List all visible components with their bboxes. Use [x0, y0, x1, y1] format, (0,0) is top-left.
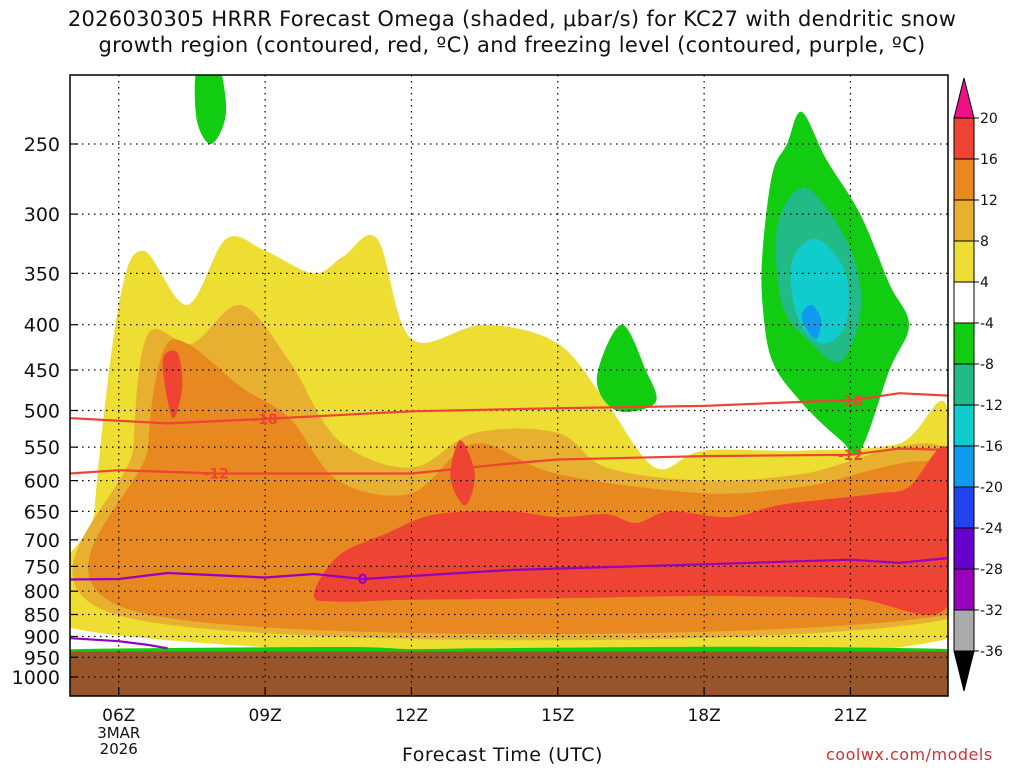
- colorbar-label: 20: [980, 111, 998, 127]
- colorbar-box: [953, 568, 975, 611]
- y-tick-label: 250: [24, 134, 60, 156]
- colorbar-label: -28: [980, 562, 1003, 578]
- y-tick-label: 650: [24, 501, 60, 523]
- chart-title-line-1: 2026030305 HRRR Forecast Omega (shaded, …: [67, 7, 957, 31]
- dgz-minus12-line: [70, 447, 948, 475]
- y-tick-label: 550: [24, 437, 60, 459]
- omega-neg-16: [801, 304, 822, 340]
- dgz-minus12-label: -12: [204, 466, 229, 482]
- colorbar-label: -24: [980, 521, 1003, 537]
- omega-pos-4-top-a: [650, 198, 707, 300]
- y-tick-label: 300: [24, 204, 60, 226]
- colorbar-box: [953, 199, 975, 242]
- x-tick-label: 21Z: [834, 706, 867, 726]
- dgz-minus12-label: -12: [838, 448, 863, 464]
- colorbar-arrow-top: [953, 77, 975, 119]
- chart-title: 2026030305 HRRR Forecast Omega (shaded, …: [0, 6, 1024, 58]
- y-axis: 2503003504004505005506006507007508008509…: [12, 134, 78, 689]
- x-tick-label: 09Z: [248, 706, 281, 726]
- y-tick-label: 400: [24, 315, 60, 337]
- omega-pos-20-b: [450, 440, 475, 506]
- y-tick-label: 900: [24, 626, 60, 648]
- colorbar-box: [953, 240, 975, 283]
- colorbar-label: -36: [980, 644, 1003, 660]
- x-tick-label: 18Z: [687, 706, 720, 726]
- y-tick-label: 750: [24, 556, 60, 578]
- ground-fill: [70, 651, 948, 696]
- colorbar-label: -4: [980, 316, 994, 332]
- y-tick-label: 700: [24, 530, 60, 552]
- colorbar-label: 16: [980, 152, 998, 168]
- omega-pos-4-top-b: [840, 75, 944, 195]
- colorbar-box: [953, 158, 975, 201]
- colorbar-label: 8: [980, 234, 989, 250]
- y-tick-label: 1000: [12, 667, 60, 689]
- colorbar-box: [953, 363, 975, 406]
- y-tick-label: 350: [24, 263, 60, 285]
- colorbar-box: [953, 527, 975, 570]
- dgz-minus18-label: -18: [838, 393, 863, 409]
- omega-pos-20-c: [162, 350, 183, 419]
- x-tick-label: 15Z: [541, 706, 574, 726]
- x-axis-title: Forecast Time (UTC): [402, 744, 603, 766]
- y-tick-label: 850: [24, 605, 60, 627]
- colorbar-label: -12: [980, 398, 1003, 414]
- colorbar: -36 -32 -28 -24 -20 -16 -12 -8 -4 4 8 12 16 20: [953, 77, 1003, 692]
- colorbar-label: 12: [980, 193, 998, 209]
- colorbar-box: [953, 322, 975, 365]
- dgz-minus18-label: -18: [252, 412, 277, 428]
- contour-lines: -18 -18 -12 -12 0: [70, 392, 948, 650]
- plot-frame: [69, 74, 949, 697]
- colorbar-box: [953, 486, 975, 529]
- colorbar-label: -16: [980, 439, 1003, 455]
- x-tick-label: 12Z: [395, 706, 428, 726]
- y-tick-label: 600: [24, 471, 60, 493]
- colorbar-label: -32: [980, 603, 1003, 619]
- x-date-label: 3MAR: [97, 724, 140, 742]
- colorbar-label: -8: [980, 357, 994, 373]
- x-date-label: 2026: [100, 740, 138, 758]
- colorbar-box: [953, 404, 975, 447]
- colorbar-label: -20: [980, 480, 1003, 496]
- freezing-level-label: 0: [358, 572, 368, 588]
- credit-link[interactable]: coolwx.com/models: [826, 745, 993, 764]
- y-tick-label: 950: [24, 647, 60, 669]
- colorbar-arrow-bottom: [953, 650, 975, 692]
- colorbar-box: [953, 281, 975, 324]
- y-tick-label: 450: [24, 360, 60, 382]
- colorbar-box: [953, 609, 975, 652]
- y-tick-label: 800: [24, 581, 60, 603]
- omega-neg-4-sfc: [70, 646, 948, 653]
- omega-neg-4-b: [596, 324, 657, 412]
- dgz-minus18-line: [70, 392, 948, 425]
- x-tick-label: 06Z: [102, 706, 135, 726]
- colorbar-label: 4: [980, 275, 989, 291]
- colorbar-box: [953, 117, 975, 160]
- freezing-level-low-line: [70, 637, 168, 650]
- grid-lines: [70, 75, 948, 696]
- colorbar-box: [953, 445, 975, 488]
- chart-title-line-2: growth region (contoured, red, ºC) and f…: [98, 33, 926, 57]
- freezing-level-line: [70, 557, 948, 581]
- y-tick-label: 500: [24, 401, 60, 423]
- omega-neg-4-a: [194, 75, 227, 145]
